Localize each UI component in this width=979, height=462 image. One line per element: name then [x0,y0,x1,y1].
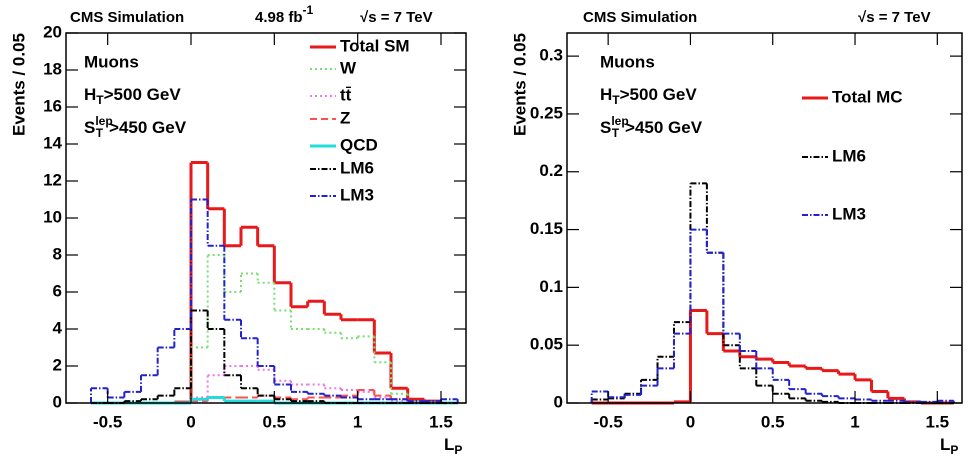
y-tick-label: 16 [43,96,62,115]
y-tick-label: 0.2 [539,161,563,180]
x-tick-label: 1 [850,412,859,431]
annotation: Muons [84,52,139,71]
x-tick-label: 0.5 [761,412,785,431]
y-tick-label: 0.05 [530,335,563,354]
y-tick-label: 20 [43,22,62,41]
lumi-label: 4.98 fb-1 [255,3,314,26]
y-tick-label: 6 [53,281,62,300]
step-riser [90,199,459,403]
legend-label: tt̄ [340,85,352,104]
annotation-rest: >500 GeV [620,85,698,104]
x-tick-label: 0 [186,412,195,431]
x-tick-label: 0 [686,412,695,431]
x-axis-label: LP [940,435,958,457]
plot-frame [566,32,963,404]
y-tick-label: 0.3 [539,46,563,65]
lumi-label-main: 4.98 fb [255,9,303,26]
y-tick-label: 0 [554,392,563,411]
x-axis-label-sub: P [454,443,462,457]
x-axis-label-main: L [444,435,454,454]
y-tick-label: 18 [43,59,62,78]
y-tick-label: 0.15 [530,219,563,238]
annotation-sub: T [96,93,104,107]
annotation: Slep T >450 GeV [600,114,703,140]
annotation: Muons [600,52,655,71]
annotation-rest: >500 GeV [104,85,182,104]
energy-label: √s = 7 TeV [858,9,931,26]
annotation-sub: T [96,126,104,140]
annotation-main: H [84,85,96,104]
annotation-rest: >450 GeV [625,118,703,137]
y-tick-label: 2 [53,355,62,374]
legend-label: LM6 [340,158,374,177]
annotation: HT>500 GeV [600,85,697,107]
y-tick-label: 0 [53,392,62,411]
y-tick-label: 14 [43,133,62,152]
x-tick-label: 0.5 [263,412,287,431]
y-axis-label: Events / 0.05 [510,33,529,136]
y-tick-label: 0.25 [530,103,563,122]
x-tick-label: 1.5 [429,412,453,431]
lumi-label-sup: -1 [303,3,314,17]
y-axis-label: Events / 0.05 [9,33,28,136]
y-tick-label: 0.1 [539,277,563,296]
legend-label: Total MC [832,87,903,106]
x-axis-label: LP [444,435,462,457]
legend-label: QCD [340,135,378,154]
annotation: Slep T >450 GeV [84,114,187,140]
annotation-sub: T [612,93,620,107]
y-tick-label: 4 [53,318,63,337]
energy-label: √s = 7 TeV [360,9,433,26]
annotation-rest: >450 GeV [109,118,187,137]
annotation-sub: T [612,126,620,140]
annotation-main: S [84,118,95,137]
chart-title: CMS Simulation [583,9,697,26]
step-riser [590,229,955,403]
y-tick-label: 12 [43,170,62,189]
legend-label: Z [340,108,350,127]
annotation-main: H [600,85,612,104]
x-tick-label: -0.5 [593,412,622,431]
legend-label: LM6 [832,146,866,165]
legend-label: Total SM [340,36,410,55]
x-tick-label: -0.5 [93,412,122,431]
legend-label: W [340,58,357,77]
legend-label: LM3 [832,204,866,223]
annotation: HT>500 GeV [84,85,181,107]
x-axis-label-sub: P [950,443,958,457]
chart-title: CMS Simulation [70,9,184,26]
y-tick-label: 10 [43,207,62,226]
legend-label: LM3 [340,185,374,204]
x-tick-label: 1.5 [925,412,949,431]
annotation-sup: lep [95,114,112,128]
x-axis-label-main: L [940,435,950,454]
annotation-main: S [600,118,611,137]
annotation-sup: lep [611,114,628,128]
x-tick-label: 1 [353,412,362,431]
y-tick-label: 8 [53,244,62,263]
